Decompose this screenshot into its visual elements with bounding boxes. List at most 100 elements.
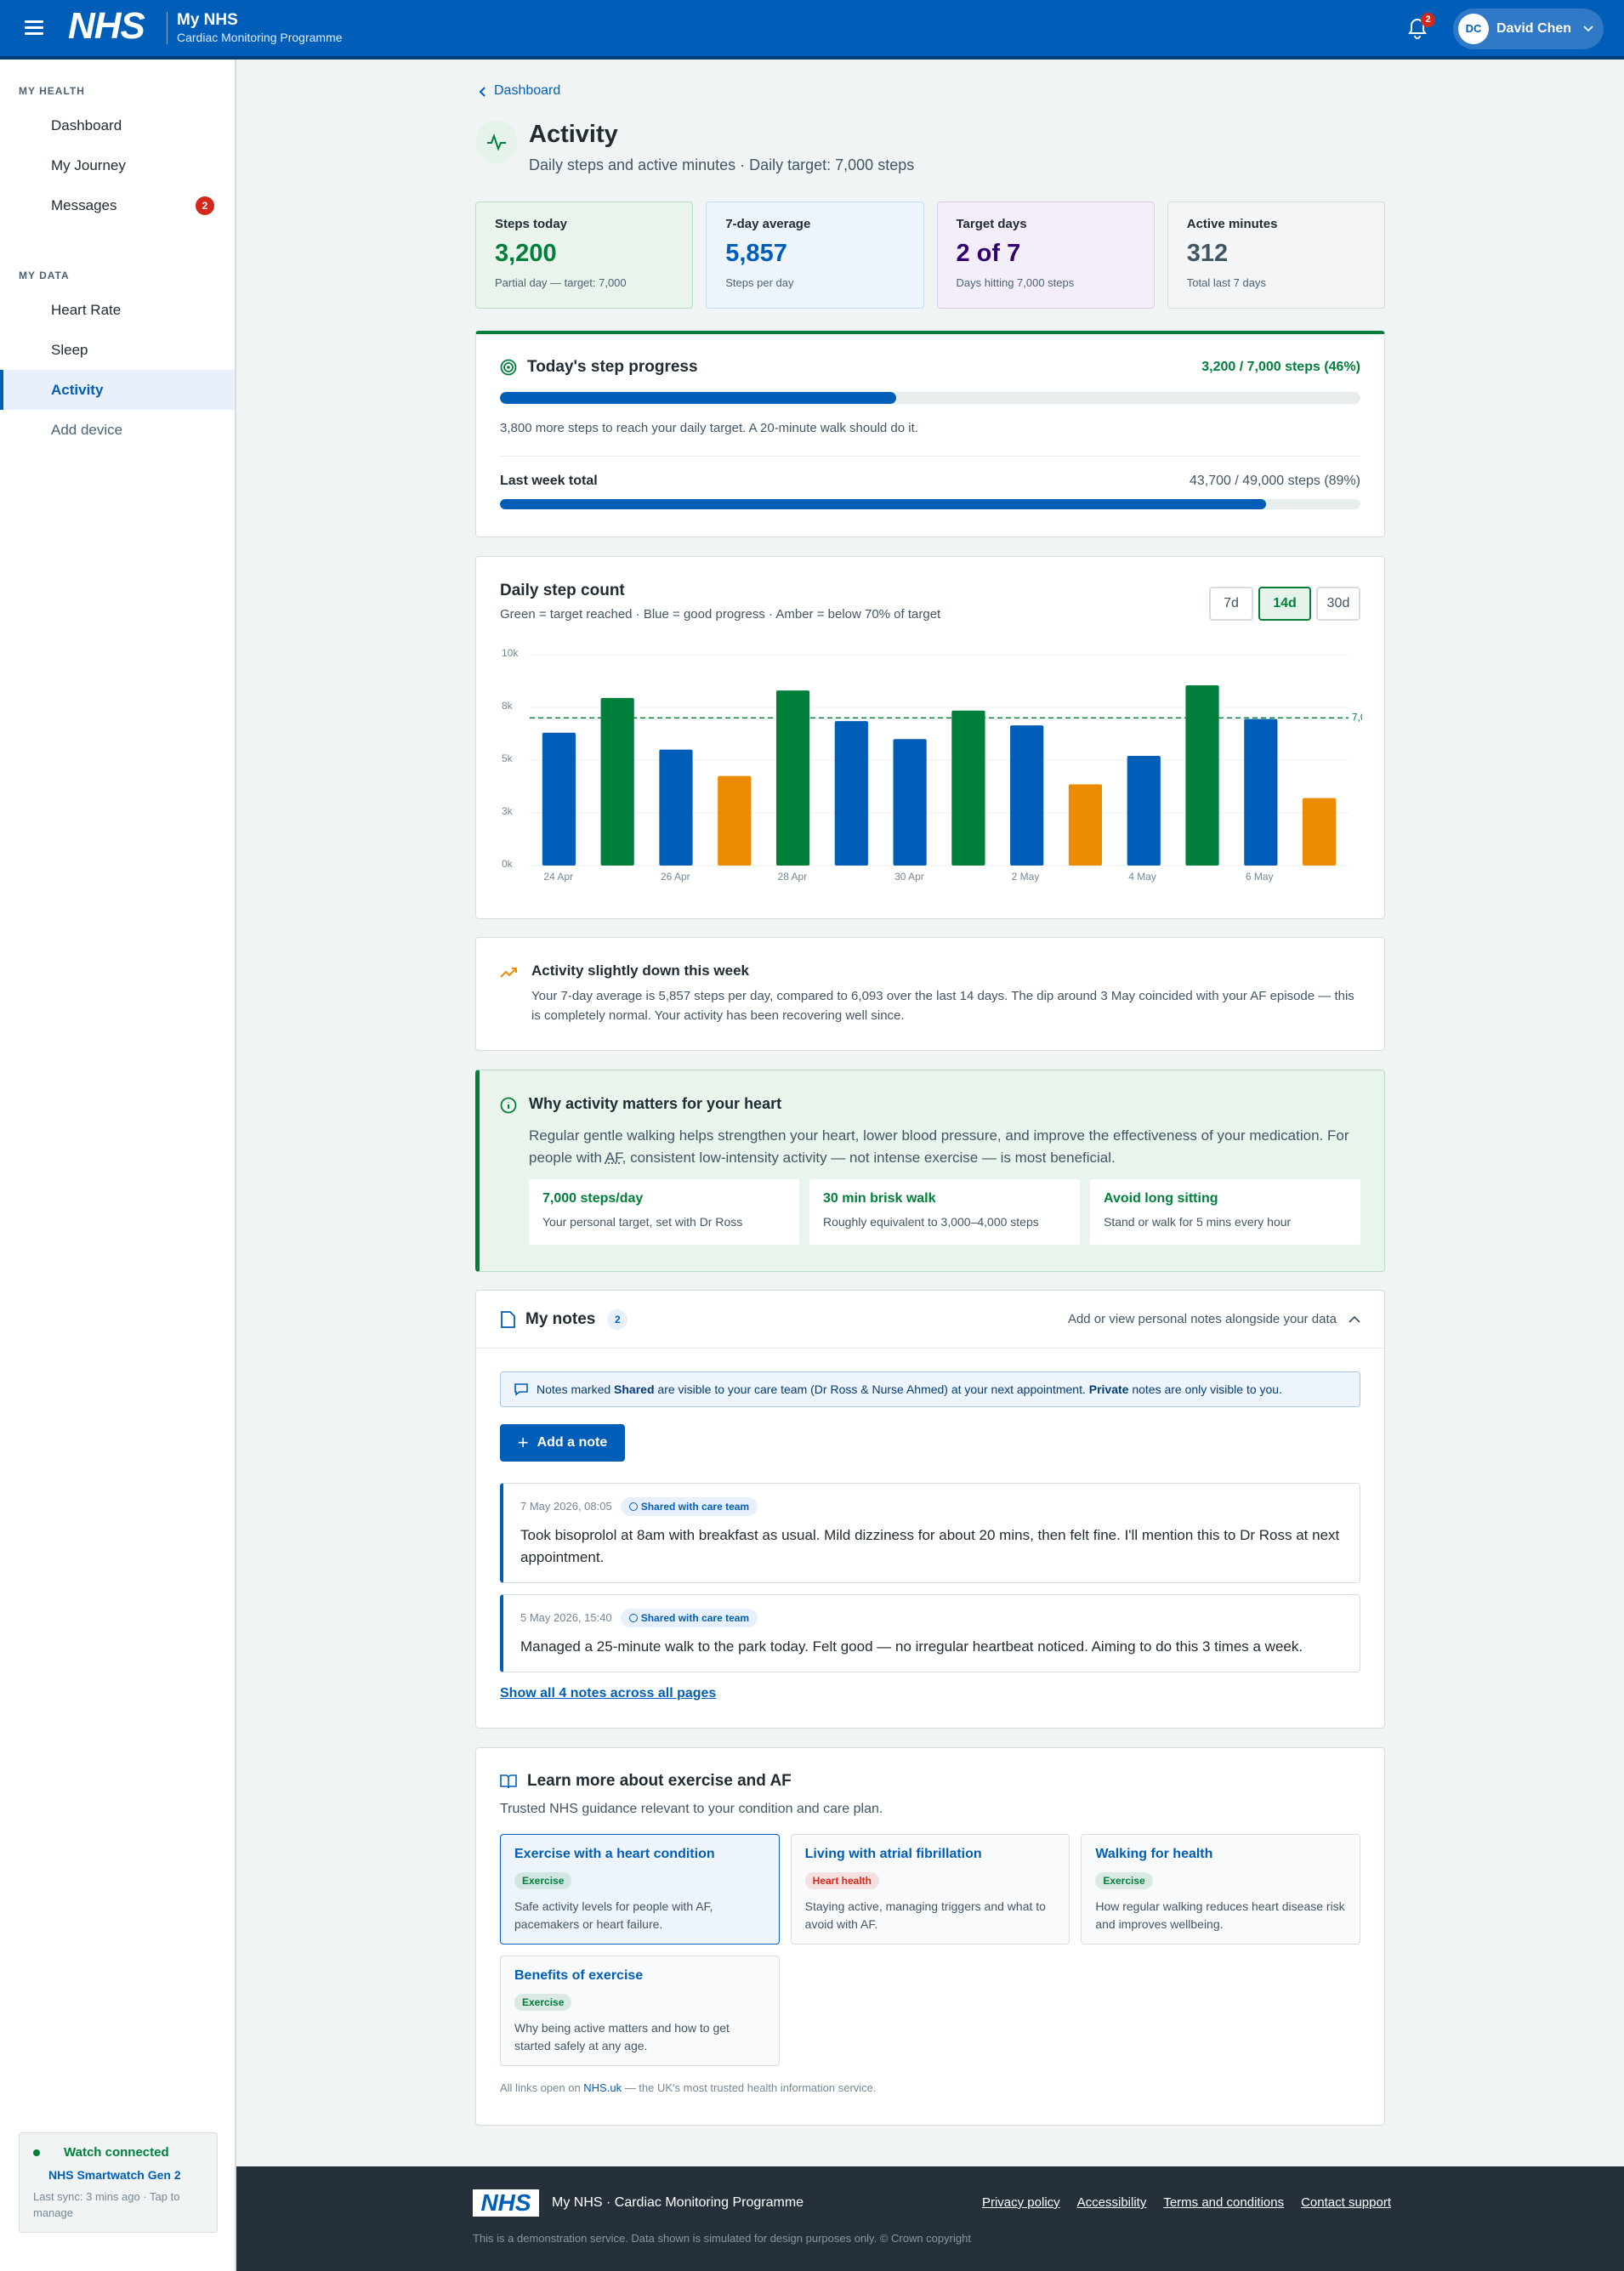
device-name: NHS Smartwatch Gen 2: [48, 2168, 181, 2182]
footer-link[interactable]: Accessibility: [1076, 2195, 1147, 2210]
bar-chart: 0k 3k 5k 8k 10k 24 Apr 26 Apr 28 Apr 30 Apr 2 May…: [502, 647, 1362, 883]
bar: [1127, 756, 1161, 866]
breadcrumb[interactable]: Dashboard: [475, 83, 560, 99]
range-button[interactable]: 7d: [1209, 587, 1253, 621]
bar: [600, 697, 634, 866]
stat-note: Total last 7 days: [1186, 276, 1266, 289]
y-tick-label: 0k: [502, 858, 514, 870]
user-menu[interactable]: DC David Chen: [1453, 9, 1604, 49]
tip-title: Avoid long sitting: [1104, 1191, 1218, 1206]
show-all-link[interactable]: Show all 4 notes across all pages: [500, 1686, 717, 1700]
notes-banner: Notes marked Shared are visible to your …: [500, 1371, 1360, 1407]
note-tag: Shared with care team: [620, 1497, 758, 1516]
y-tick-label: 8k: [502, 700, 514, 712]
learn-footnote: All links open on NHS.uk — the UK's most…: [500, 2081, 1360, 2094]
resource-card[interactable]: Benefits of exercise Exercise Why being ac…: [500, 1956, 780, 2066]
menu-button[interactable]: [25, 20, 43, 36]
tip-title: 7,000 steps/day: [542, 1191, 644, 1206]
resource-tag: Exercise: [514, 1994, 572, 2011]
resource-text: Staying active, managing triggers and wh…: [804, 1899, 1046, 1931]
note-meta: 7 May 2026, 08:05 Shared with care team: [520, 1497, 1343, 1516]
bar: [893, 739, 927, 866]
stat-card: Steps today 3,200 Partial day — target: 7,…: [475, 202, 694, 309]
footer-link[interactable]: Contact support: [1301, 2195, 1391, 2210]
plus-icon: +: [517, 1432, 529, 1453]
nhs-logo[interactable]: NHS: [68, 5, 145, 47]
top-bar: NHS My NHS Cardiac Monitoring Programme …: [0, 0, 1624, 60]
text: are visible to your care team (Dr Ross &…: [654, 1382, 1089, 1396]
bar: [659, 749, 693, 866]
progress-message: 3,800 more steps to reach your daily tar…: [500, 421, 918, 435]
page-title: Activity: [529, 121, 618, 148]
note-card: 5 May 2026, 15:40 Shared with care team Ma…: [500, 1594, 1360, 1672]
x-tick-label: 24 Apr: [543, 871, 573, 883]
resource-tag: Exercise: [1095, 1872, 1153, 1889]
avatar: DC: [1458, 14, 1489, 44]
x-tick-label: 26 Apr: [661, 871, 690, 883]
nav-item[interactable]: Activity: [0, 370, 235, 410]
stat-label: Target days: [956, 217, 1027, 231]
bar: [542, 732, 576, 866]
resource-card[interactable]: Living with atrial fibrillation Heart hea…: [790, 1834, 1070, 1945]
text: Private: [1088, 1382, 1129, 1396]
device-status[interactable]: Watch connected NHS Smartwatch Gen 2 Las…: [19, 2132, 218, 2233]
text: notes are only visible to you.: [1128, 1382, 1282, 1396]
nav-item[interactable]: Heart Rate: [0, 290, 235, 330]
learn-title-row: Learn more about exercise and AF: [500, 1772, 1360, 1791]
bar: [1185, 684, 1219, 866]
nav-badge: 2: [196, 196, 214, 215]
resource-text: How regular walking reduces heart diseas…: [1095, 1899, 1345, 1931]
week-summary: 43,700 / 49,000 steps (89%): [1189, 474, 1360, 488]
progress-fill: [500, 392, 896, 404]
range-button[interactable]: 30d: [1316, 587, 1360, 621]
nav-item[interactable]: My Journey: [0, 145, 235, 185]
breadcrumb-label: Dashboard: [494, 83, 561, 98]
chart-title: Daily step count: [500, 582, 625, 599]
note-date: 7 May 2026, 08:05: [520, 1500, 612, 1513]
range-button[interactable]: 14d: [1258, 587, 1311, 621]
chevron: [1583, 26, 1593, 32]
nav-label: Dashboard: [51, 116, 122, 133]
note-tag: Shared with care team: [620, 1609, 758, 1627]
notes-head[interactable]: My notes 2 Add or view personal notes al…: [476, 1291, 1384, 1348]
app-name: My NHS: [177, 11, 238, 29]
footer-logo: NHS: [473, 2189, 539, 2217]
footer-link[interactable]: Privacy policy: [981, 2195, 1060, 2210]
target-label: 7,000: [1352, 712, 1362, 724]
divider: [167, 12, 168, 44]
stat-value: 2 of 7: [956, 240, 1021, 267]
divider: [500, 456, 1360, 457]
resource-card[interactable]: Exercise with a heart condition Exercise S…: [500, 1834, 780, 1945]
note-meta: 5 May 2026, 15:40 Shared with care team: [520, 1609, 1343, 1627]
notifications[interactable]: 2: [1407, 13, 1435, 43]
nav-item[interactable]: Dashboard: [0, 105, 235, 145]
bar: [834, 721, 868, 866]
learn-subtitle: Trusted NHS guidance relevant to your co…: [500, 1802, 883, 1816]
bar: [1068, 784, 1103, 866]
nav-item[interactable]: Sleep: [0, 330, 235, 370]
text: Notes marked: [537, 1382, 615, 1396]
x-tick-label: 28 Apr: [778, 871, 808, 883]
add-device[interactable]: Add device: [0, 410, 235, 450]
info-icon: [500, 1097, 517, 1114]
nhs-link[interactable]: NHS.uk: [583, 2081, 622, 2094]
stat-label: Active minutes: [1186, 217, 1278, 231]
text: — the UK's most trusted health informati…: [622, 2081, 877, 2094]
footer-title: My NHS · Cardiac Monitoring Programme: [552, 2195, 804, 2210]
footer-link[interactable]: Terms and conditions: [1163, 2195, 1285, 2210]
stat-card: 7-day average 5,857 Steps per day: [706, 202, 924, 309]
nav-item[interactable]: Messages 2: [0, 185, 235, 225]
resource-title: Living with atrial fibrillation: [804, 1847, 982, 1861]
device-sync: Last sync: 3 mins ago · Tap to manage: [33, 2190, 180, 2219]
learn-title: Learn more about exercise and AF: [527, 1772, 792, 1790]
stat-label: Steps today: [495, 217, 568, 231]
info-text: Regular gentle walking helps strengthen …: [529, 1125, 1360, 1169]
resource-card[interactable]: Walking for health Exercise How regular wa…: [1081, 1834, 1360, 1945]
y-tick-label: 3k: [502, 805, 514, 817]
add-device-label: Add device: [51, 421, 123, 438]
footer: NHS My NHS · Cardiac Monitoring Programm…: [236, 2166, 1624, 2271]
add-note-button[interactable]: + Add a note: [500, 1424, 625, 1462]
message-icon: [514, 1383, 528, 1396]
stat-note: Steps per day: [725, 276, 794, 289]
x-tick-label: 2 May: [1012, 871, 1040, 883]
